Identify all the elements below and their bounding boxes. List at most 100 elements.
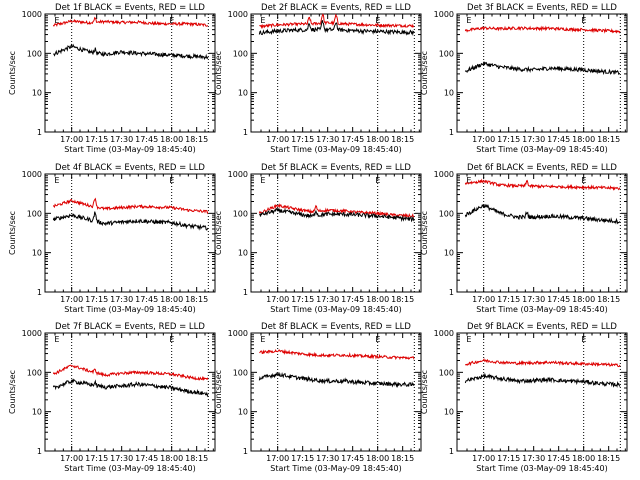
y-tick-label: 100 <box>233 49 248 58</box>
y-axis-label: Counts/sec <box>214 370 223 414</box>
x-tick-label: 17:00 <box>60 454 83 463</box>
y-tick-label: 100 <box>233 209 248 218</box>
e-marker-label: E <box>466 16 471 25</box>
y-tick-label: 100 <box>439 368 454 377</box>
x-tick-label: 18:00 <box>366 454 389 463</box>
plot-frame <box>456 173 628 293</box>
x-tick-label: 18:15 <box>185 295 208 304</box>
y-axis-label: Counts/sec <box>8 51 17 95</box>
x-tick-label: 17:00 <box>472 135 495 144</box>
plot-frame <box>44 13 216 133</box>
series-lld-line <box>52 197 209 215</box>
x-tick-label: 17:30 <box>522 454 545 463</box>
series-events-line <box>52 211 209 231</box>
y-tick-label: 10 <box>32 89 42 98</box>
x-tick-label: 17:00 <box>60 135 83 144</box>
x-tick-label: 17:45 <box>341 135 364 144</box>
x-tick-label: 17:30 <box>316 135 339 144</box>
y-tick-label: 100 <box>27 49 42 58</box>
e-marker-label: E <box>54 335 59 344</box>
y-axis-label: Counts/sec <box>214 51 223 95</box>
x-tick-label: 17:30 <box>110 135 133 144</box>
x-tick-label: 17:45 <box>135 135 158 144</box>
e-marker-label: E <box>581 176 586 185</box>
series-lld-line <box>52 364 209 381</box>
x-tick-label: 17:00 <box>266 454 289 463</box>
e-marker-label: E <box>581 335 586 344</box>
x-tick-label: 18:00 <box>366 295 389 304</box>
y-tick-label: 10 <box>238 408 248 417</box>
x-tick-label: 17:45 <box>547 295 570 304</box>
x-axis-label: Start Time (03-May-09 18:45:40) <box>270 305 401 314</box>
series-events-line <box>464 203 621 225</box>
e-marker-label: E <box>581 16 586 25</box>
y-tick-label: 1 <box>449 288 454 297</box>
e-marker-label: E <box>466 335 471 344</box>
x-tick-label: 18:00 <box>160 454 183 463</box>
x-tick-label: 17:00 <box>472 295 495 304</box>
x-tick-label: 17:00 <box>266 295 289 304</box>
x-axis-label: Start Time (03-May-09 18:45:40) <box>270 145 401 154</box>
panel-title: Det 7f BLACK = Events, RED = LLD <box>55 322 205 332</box>
x-tick-label: 17:15 <box>497 135 520 144</box>
y-tick-label: 100 <box>27 368 42 377</box>
y-tick-label: 1000 <box>228 170 248 179</box>
x-tick-label: 18:15 <box>597 295 620 304</box>
x-tick-label: 17:15 <box>291 135 314 144</box>
x-tick-label: 18:00 <box>366 135 389 144</box>
series-lld-line <box>258 203 415 219</box>
y-tick-label: 1000 <box>22 170 42 179</box>
x-tick-label: 17:00 <box>472 454 495 463</box>
y-tick-label: 1000 <box>22 10 42 19</box>
panel-det-5: Det 5f BLACK = Events, RED = LLD 1 10 100 10… <box>214 163 422 314</box>
series-lld-line <box>259 13 415 29</box>
x-tick-label: 17:45 <box>341 454 364 463</box>
x-tick-label: 17:15 <box>85 135 108 144</box>
x-tick-label: 18:15 <box>391 454 414 463</box>
x-tick-label: 17:00 <box>266 135 289 144</box>
x-tick-label: 17:15 <box>291 295 314 304</box>
y-tick-label: 1000 <box>434 170 454 179</box>
e-marker-label: E <box>260 335 265 344</box>
panel-title: Det 3f BLACK = Events, RED = LLD <box>467 3 617 13</box>
series-lld-line <box>464 178 621 191</box>
e-marker-label: E <box>54 16 59 25</box>
y-tick-label: 1 <box>37 447 42 456</box>
y-tick-label: 1000 <box>434 10 454 19</box>
y-tick-label: 100 <box>27 209 42 218</box>
panel-det-2: Det 2f BLACK = Events, RED = LLD 1 10 100 10… <box>214 3 422 154</box>
x-tick-label: 17:45 <box>135 454 158 463</box>
y-tick-label: 10 <box>444 408 454 417</box>
x-tick-label: 17:15 <box>497 295 520 304</box>
y-tick-label: 1 <box>37 128 42 137</box>
panel-title: Det 8f BLACK = Events, RED = LLD <box>261 322 411 332</box>
panel-det-7: Det 7f BLACK = Events, RED = LLD 1 10 100 10… <box>8 322 216 473</box>
y-tick-label: 10 <box>32 249 42 258</box>
panel-det-1: Det 1f BLACK = Events, RED = LLD 1 10 100 10… <box>8 3 216 154</box>
x-tick-label: 18:00 <box>572 135 595 144</box>
panel-title: Det 4f BLACK = Events, RED = LLD <box>55 163 205 173</box>
x-tick-label: 17:45 <box>547 454 570 463</box>
y-axis-label: Counts/sec <box>420 51 429 95</box>
y-axis-label: Counts/sec <box>420 211 429 255</box>
y-tick-label: 1 <box>449 128 454 137</box>
e-marker-label: E <box>375 335 380 344</box>
y-tick-label: 10 <box>238 89 248 98</box>
y-tick-label: 100 <box>439 49 454 58</box>
plot-frame <box>250 173 422 293</box>
series-lld-line <box>464 25 621 34</box>
series-events-line <box>258 371 415 389</box>
y-axis-label: Counts/sec <box>214 211 223 255</box>
x-tick-label: 18:15 <box>597 454 620 463</box>
y-tick-label: 1 <box>243 128 248 137</box>
x-axis-label: Start Time (03-May-09 18:45:40) <box>476 305 607 314</box>
e-marker-label: E <box>375 16 380 25</box>
y-tick-label: 10 <box>444 89 454 98</box>
plot-frame <box>44 173 216 293</box>
e-marker-label: E <box>260 16 265 25</box>
y-axis-label: Counts/sec <box>8 211 17 255</box>
x-axis-label: Start Time (03-May-09 18:45:40) <box>476 464 607 473</box>
y-axis-label: Counts/sec <box>8 370 17 414</box>
panel-title: Det 1f BLACK = Events, RED = LLD <box>55 3 205 13</box>
